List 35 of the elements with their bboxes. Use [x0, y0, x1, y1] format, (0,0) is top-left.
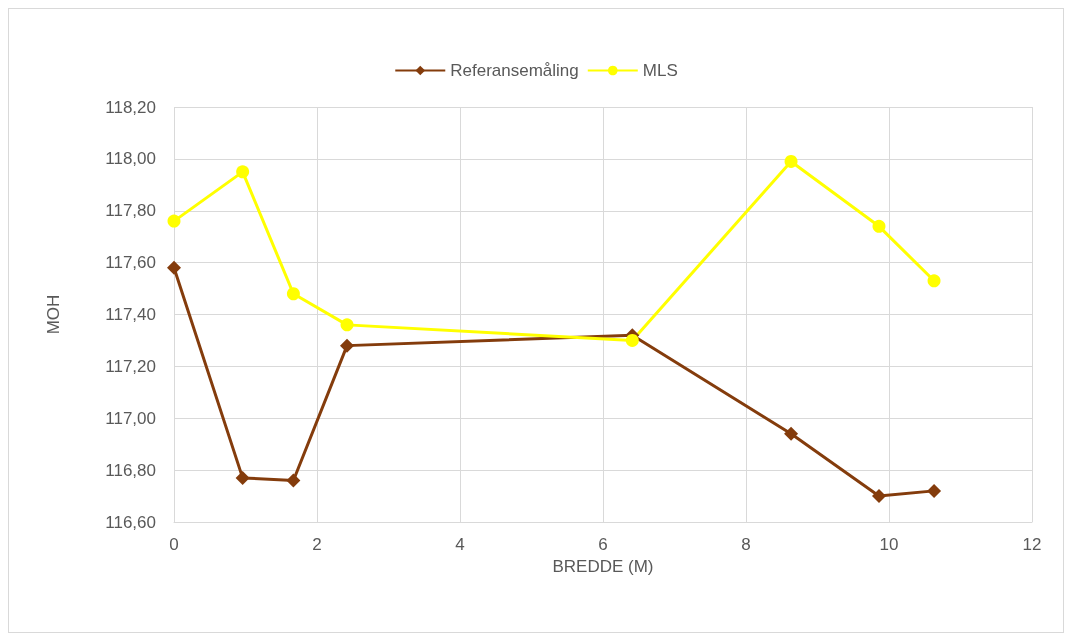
y-tick-label: 116,80: [105, 460, 156, 480]
y-tick-label: 117,80: [105, 201, 156, 221]
y-tick-label: 118,20: [105, 97, 156, 117]
y-tick-label: 116,60: [105, 512, 156, 532]
y-tick-label: 117,40: [105, 305, 156, 324]
point: [340, 318, 354, 332]
point: [167, 260, 181, 275]
point: [927, 274, 941, 288]
legend-label: MLS: [642, 61, 678, 80]
x-tick-label: 4: [455, 535, 465, 554]
point: [784, 426, 799, 441]
y-tick-label: 117,20: [105, 356, 156, 376]
point: [871, 489, 886, 504]
legend-label: Referansemåling: [450, 61, 579, 80]
x-tick-label: 2: [312, 535, 322, 554]
x-tick-label: 10: [879, 535, 899, 554]
point: [872, 219, 886, 233]
point: [167, 214, 181, 228]
y-tick-label: 117,60: [105, 253, 156, 273]
x-tick-label: 6: [598, 535, 608, 554]
y-axis-title: MOH: [44, 294, 63, 335]
x-axis-title: BREDDE (M): [552, 556, 654, 576]
x-tick-label: 0: [169, 535, 179, 554]
point: [340, 338, 355, 353]
y-tick-label: 118,00: [105, 149, 156, 169]
x-tick-label: 12: [1022, 535, 1042, 554]
point: [927, 483, 942, 498]
point: [286, 287, 300, 301]
y-tick-label: 117,00: [105, 408, 156, 428]
point: [236, 165, 250, 179]
point: [235, 470, 250, 485]
point: [286, 473, 301, 488]
point: [625, 333, 639, 347]
point: [784, 154, 798, 168]
x-tick-label: 8: [741, 535, 751, 554]
